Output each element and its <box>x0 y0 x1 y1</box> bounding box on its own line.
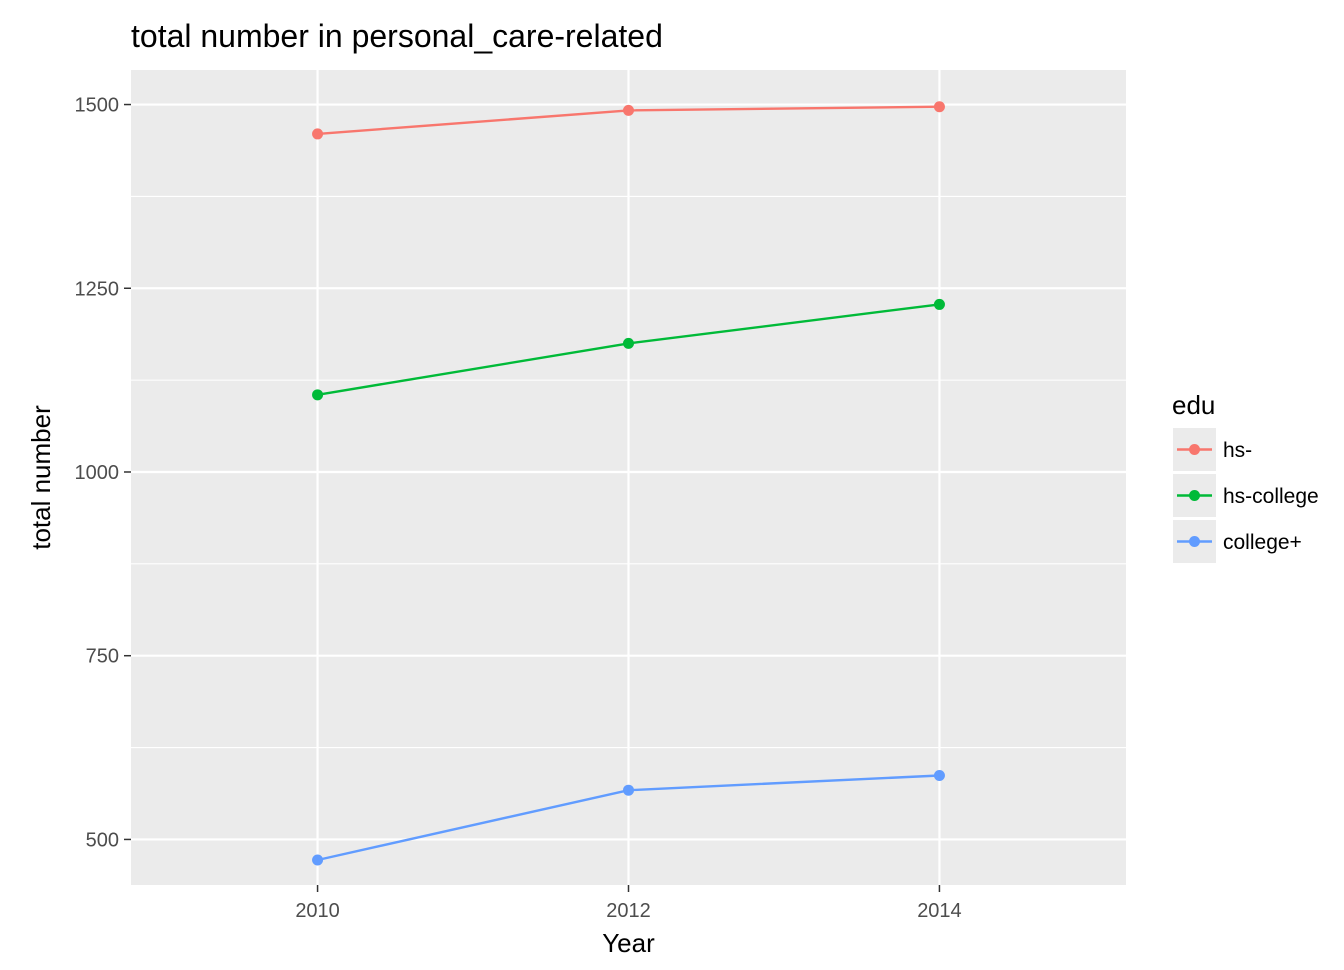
y-tick-label: 500 <box>86 829 119 851</box>
series-layer <box>312 101 945 866</box>
data-point <box>933 101 945 113</box>
y-tick-label: 1000 <box>75 462 120 484</box>
data-point <box>312 128 324 140</box>
data-point <box>312 389 324 401</box>
data-point <box>623 337 634 349</box>
data-point <box>312 854 324 866</box>
x-tick-label: 2010 <box>295 900 340 922</box>
legend-label: college+ <box>1223 531 1302 554</box>
legend-label: hs- <box>1223 439 1252 462</box>
chart-title: total number in personal_care-related <box>131 18 663 54</box>
legend-title: edu <box>1172 390 1215 420</box>
major-gridlines <box>131 70 1126 885</box>
legend-key-point <box>1189 444 1200 455</box>
y-tick-label: 750 <box>86 646 119 668</box>
legend: edu hs-hs-college college+ <box>1172 390 1319 563</box>
legend-label: hs-college <box>1223 485 1319 508</box>
y-tick-label: 1500 <box>75 95 120 117</box>
x-axis-title: Year <box>602 928 655 958</box>
data-point <box>623 104 634 116</box>
legend-key-point <box>1189 536 1200 547</box>
y-axis-title: total number <box>26 405 56 550</box>
x-tick-label: 2012 <box>606 900 651 922</box>
legend-key-point <box>1189 490 1200 501</box>
x-axis: 2010 2012 2014 <box>295 885 962 922</box>
y-tick-label: 1250 <box>75 278 120 300</box>
data-point <box>933 298 945 310</box>
y-axis: 500 750 1000 1250 1500 <box>75 95 131 851</box>
x-tick-label: 2014 <box>917 900 962 922</box>
data-point <box>623 784 634 796</box>
data-point <box>933 770 945 782</box>
